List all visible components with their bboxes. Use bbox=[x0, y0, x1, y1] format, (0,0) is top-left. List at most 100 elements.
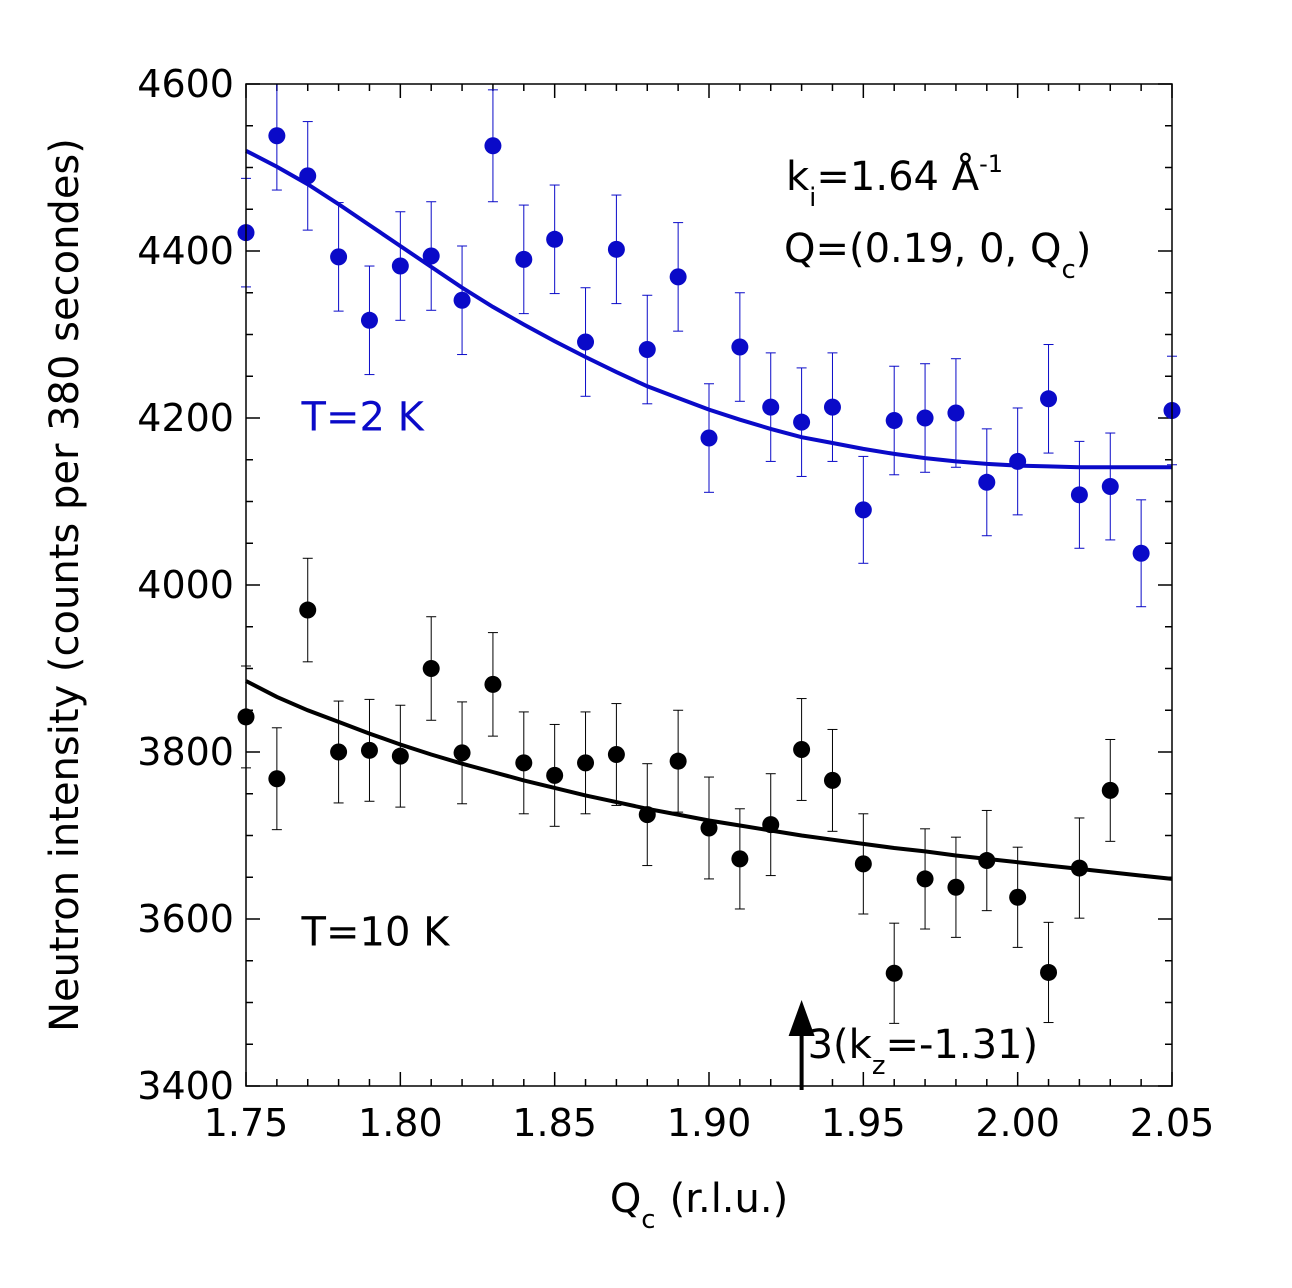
x-tick-labels: 1.75 1.80 1.85 1.90 1.95 2.00 2.05 bbox=[204, 1101, 1215, 1145]
data-point bbox=[422, 660, 440, 677]
x-tick-label: 1.85 bbox=[512, 1101, 597, 1145]
data-point bbox=[916, 870, 934, 888]
series-label-t10k: T=10 K bbox=[301, 910, 452, 956]
annotation-q-sub: c bbox=[1061, 255, 1075, 285]
data-point bbox=[1009, 888, 1027, 906]
data-point bbox=[700, 819, 718, 837]
x-axis-title-main: Q bbox=[610, 1176, 641, 1222]
x-tick-label: 1.95 bbox=[821, 1101, 906, 1145]
data-point bbox=[515, 754, 533, 772]
annotation-q-prefix: Q=(0.19, 0, Q bbox=[784, 226, 1061, 272]
data-point bbox=[546, 766, 564, 784]
series-label-t2k: T=2 K bbox=[301, 395, 426, 441]
data-point bbox=[1009, 452, 1027, 470]
y-tick-label: 4400 bbox=[137, 229, 234, 273]
data-point bbox=[330, 743, 348, 761]
data-point bbox=[823, 398, 841, 416]
annotation-ki-sup: -1 bbox=[979, 150, 1003, 178]
plot-frame bbox=[245, 83, 1173, 1087]
annotation-ki-prefix: k bbox=[786, 154, 810, 200]
data-point bbox=[978, 473, 996, 491]
data-point bbox=[638, 806, 656, 824]
data-point bbox=[360, 311, 378, 329]
annotation-arrow-prefix: 3(k bbox=[808, 1022, 873, 1068]
data-point bbox=[360, 741, 378, 759]
data-point bbox=[978, 852, 996, 870]
data-point bbox=[947, 404, 965, 422]
x-tick-label: 2.05 bbox=[1130, 1101, 1215, 1145]
data-point bbox=[577, 754, 595, 772]
x-tick-label: 2.00 bbox=[975, 1101, 1060, 1145]
annotation-arrow: 3(kz=-1.31) bbox=[808, 1022, 1039, 1081]
data-point bbox=[669, 752, 687, 770]
data-point bbox=[669, 268, 687, 286]
data-point bbox=[299, 601, 317, 619]
data-point bbox=[947, 878, 965, 896]
data-point bbox=[577, 333, 595, 351]
y-axis-title: Neutron intensity (counts per 380 second… bbox=[42, 138, 88, 1032]
data-point bbox=[854, 855, 872, 873]
data-point bbox=[391, 257, 409, 275]
annotation-arrow-suffix: =-1.31) bbox=[885, 1022, 1038, 1068]
data-point bbox=[1070, 859, 1088, 877]
data-point bbox=[762, 398, 780, 416]
data-point bbox=[1040, 390, 1058, 408]
annotation-arrow-sub: z bbox=[872, 1051, 886, 1081]
series-t2k bbox=[237, 83, 1181, 608]
data-point bbox=[268, 770, 286, 788]
data-point bbox=[885, 964, 903, 982]
data-point bbox=[1040, 963, 1058, 981]
data-point bbox=[700, 429, 718, 447]
data-point bbox=[1132, 544, 1150, 562]
y-tick-label: 4200 bbox=[137, 396, 234, 440]
data-point bbox=[453, 291, 471, 309]
annotation-ki-sub: i bbox=[809, 183, 816, 213]
data-point bbox=[515, 250, 533, 268]
data-point bbox=[453, 744, 471, 762]
data-point bbox=[546, 230, 564, 248]
data-point bbox=[916, 409, 934, 427]
x-axis-title-unit: (r.l.u.) bbox=[670, 1176, 789, 1222]
x-tick-label: 1.80 bbox=[358, 1101, 443, 1145]
y-tick-label: 3800 bbox=[137, 730, 234, 774]
data-point bbox=[762, 816, 780, 834]
data-point bbox=[484, 137, 502, 155]
minor-ticks bbox=[246, 84, 1172, 1086]
data-point bbox=[330, 248, 348, 266]
annotation-q-suffix: ) bbox=[1076, 226, 1092, 272]
data-point bbox=[268, 127, 286, 145]
data-point bbox=[885, 412, 903, 430]
data-point bbox=[638, 341, 656, 359]
data-point bbox=[607, 746, 625, 764]
series-layer bbox=[237, 83, 1181, 1024]
arrow-marker-head bbox=[788, 1000, 815, 1036]
data-point bbox=[391, 747, 409, 765]
data-point bbox=[422, 247, 440, 265]
data-point bbox=[1101, 477, 1119, 495]
data-point bbox=[607, 240, 625, 258]
data-point bbox=[484, 675, 502, 693]
y-tick-label: 3400 bbox=[137, 1064, 234, 1108]
x-axis-title-sub: c bbox=[641, 1205, 655, 1235]
data-point bbox=[1070, 486, 1088, 504]
x-tick-label: 1.90 bbox=[667, 1101, 752, 1145]
y-tick-label: 4600 bbox=[137, 62, 234, 106]
annotation-ki-value: =1.64 Å bbox=[816, 152, 979, 200]
annotation-q: Q=(0.19, 0, Qc) bbox=[784, 226, 1091, 285]
data-point bbox=[731, 850, 749, 868]
data-point bbox=[731, 338, 749, 356]
x-tick-label: 1.75 bbox=[204, 1101, 289, 1145]
y-tick-labels: 3400 3600 3800 4000 4200 4400 4600 bbox=[137, 62, 234, 1108]
annotation-ki: ki=1.64 Å-1 bbox=[786, 150, 1003, 213]
data-point bbox=[793, 413, 811, 431]
y-tick-label: 4000 bbox=[137, 563, 234, 607]
y-tick-label: 3600 bbox=[137, 897, 234, 941]
data-point bbox=[823, 771, 841, 789]
data-point bbox=[854, 501, 872, 519]
series-t10k bbox=[237, 557, 1173, 1024]
data-point bbox=[299, 167, 317, 185]
data-point bbox=[793, 740, 811, 758]
data-point bbox=[1101, 781, 1119, 799]
x-axis-title: Qc (r.l.u.) bbox=[610, 1176, 788, 1235]
